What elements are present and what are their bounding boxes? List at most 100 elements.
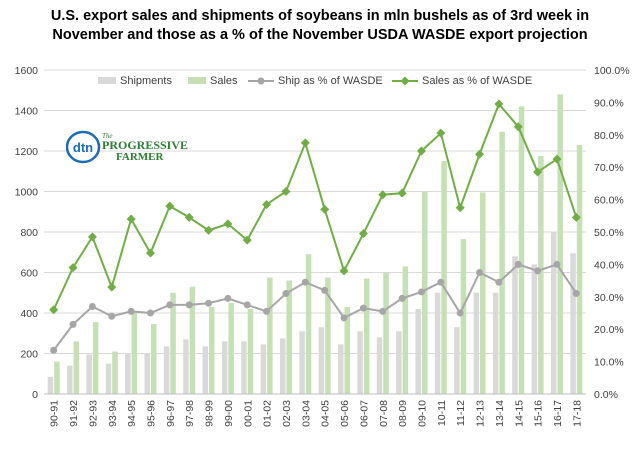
sales-pct-point bbox=[416, 146, 426, 156]
legend-label: Shipments bbox=[120, 75, 172, 87]
sales-bar bbox=[518, 106, 525, 394]
ship-pct-point bbox=[50, 346, 58, 354]
sales-pct-point bbox=[49, 305, 59, 315]
sales-pct-point bbox=[571, 212, 581, 222]
shipments-bar bbox=[67, 365, 73, 394]
shipments-bar bbox=[279, 338, 286, 394]
y-right-tick-label: 70.0% bbox=[594, 162, 624, 174]
shipments-bar bbox=[163, 346, 170, 394]
sales-bar bbox=[150, 324, 157, 394]
sales-pct-point bbox=[68, 263, 78, 273]
sales-pct-point bbox=[184, 212, 194, 222]
y-left-tick-label: 600 bbox=[20, 268, 38, 280]
x-tick-label: 01-02 bbox=[262, 400, 274, 427]
legend: Shipments Sales Ship as % of WASDE Sales as… bbox=[98, 75, 532, 87]
sales-bar bbox=[247, 308, 254, 394]
ship-pct-point bbox=[69, 320, 77, 328]
y-left-tick-label: 200 bbox=[20, 349, 38, 361]
chart-title-line-1: U.S. export sales and shipments of soybe… bbox=[50, 8, 590, 24]
y-left-tick-label: 1600 bbox=[15, 65, 39, 77]
sales-pct-point bbox=[513, 122, 523, 132]
sales-pct-point bbox=[358, 229, 368, 239]
sales-bar bbox=[344, 306, 351, 394]
ship-pct-point bbox=[456, 309, 464, 317]
x-tick-label: 09-10 bbox=[416, 400, 428, 427]
x-tick-label: 91-92 bbox=[68, 400, 80, 427]
x-tick-label: 99-00 bbox=[223, 400, 235, 427]
lines-layer bbox=[49, 99, 581, 354]
sales-bar bbox=[286, 280, 292, 394]
sales-pct-point bbox=[436, 128, 446, 138]
shipments-bar bbox=[550, 232, 557, 394]
x-tick-label: 05-06 bbox=[339, 400, 351, 427]
sales-bar bbox=[209, 306, 215, 394]
shipments-bar bbox=[531, 264, 538, 394]
shipments-bar bbox=[492, 292, 499, 394]
sales-bar bbox=[499, 131, 505, 394]
shipments-bar bbox=[376, 337, 383, 394]
sales-pct-point bbox=[300, 138, 310, 148]
y-left-tick-label: 400 bbox=[20, 308, 38, 320]
shipments-bar bbox=[473, 292, 480, 394]
y-right-tick-label: 0.0% bbox=[594, 389, 618, 401]
legend-swatch bbox=[98, 77, 116, 84]
shipments-bar bbox=[144, 353, 150, 394]
y-right-tick-label: 80.0% bbox=[594, 130, 624, 142]
shipments-bar bbox=[47, 376, 54, 394]
y-left-tick-label: 0 bbox=[32, 389, 38, 401]
legend-marker bbox=[257, 77, 265, 85]
shipments-bar bbox=[570, 253, 576, 394]
x-tick-label: 95-96 bbox=[145, 400, 157, 427]
x-tick-label: 07-08 bbox=[378, 400, 390, 427]
sales-bar bbox=[402, 266, 409, 394]
ship-pct-point bbox=[476, 269, 484, 276]
shipments-bar bbox=[241, 341, 247, 394]
x-tick-label: 12-13 bbox=[475, 400, 487, 427]
ship-pct-point bbox=[553, 260, 561, 268]
y-left-tick-label: 1200 bbox=[15, 146, 39, 158]
sales-bar bbox=[557, 94, 563, 395]
y-left-tick-label: 1000 bbox=[15, 187, 39, 199]
axes-layer: 0 200 400 600 800 1000 1200 1400 1600 0.0% 10.0% 20… bbox=[15, 65, 630, 427]
sales-bar bbox=[92, 322, 99, 394]
logo-oval bbox=[65, 130, 101, 164]
bars-layer bbox=[47, 94, 583, 395]
ship-pct-point bbox=[359, 304, 367, 312]
dtn-progressive-farmer-logo: dtn The PROGRESSIVE FARMER bbox=[65, 130, 196, 164]
sales-pct-line bbox=[52, 102, 578, 311]
x-tick-label: 11-12 bbox=[455, 400, 467, 426]
shipments-bar bbox=[86, 354, 92, 394]
ship-pct-point bbox=[437, 278, 445, 286]
sales-pct-point bbox=[475, 149, 485, 159]
shipments-bar bbox=[105, 363, 112, 394]
sales-bar bbox=[73, 341, 80, 394]
sales-pct-point bbox=[397, 188, 407, 198]
x-tick-label: 02-03 bbox=[281, 400, 293, 427]
sales-pct-point bbox=[262, 199, 272, 209]
x-tick-label: 94-95 bbox=[126, 400, 138, 427]
ship-pct-point bbox=[514, 260, 522, 268]
x-tick-label: 96-97 bbox=[165, 400, 177, 427]
legend-label: Sales bbox=[210, 75, 238, 87]
sales-bar bbox=[363, 278, 370, 394]
ship-pct-line bbox=[52, 263, 578, 351]
shipments-bar bbox=[183, 339, 189, 394]
sales-bar bbox=[112, 351, 118, 394]
ship-pct-point bbox=[243, 301, 251, 309]
ship-pct-point bbox=[572, 290, 580, 298]
shipments-bar bbox=[415, 308, 421, 394]
logo-mark: dtn bbox=[73, 140, 93, 155]
x-tick-label: 10-11 bbox=[436, 400, 448, 426]
x-tick-label: 04-05 bbox=[320, 400, 332, 427]
sales-bar bbox=[170, 292, 176, 394]
x-tick-label: 98-99 bbox=[204, 400, 216, 427]
sales-pct-point bbox=[126, 214, 136, 224]
y-left-tick-label: 800 bbox=[20, 227, 38, 239]
shipments-bar bbox=[318, 327, 325, 394]
shipments-bar bbox=[299, 331, 305, 394]
ship-pct-point bbox=[495, 278, 503, 286]
legend-marker bbox=[400, 76, 410, 86]
ship-pct-point bbox=[340, 314, 348, 322]
logo-line-1: The bbox=[102, 132, 113, 140]
